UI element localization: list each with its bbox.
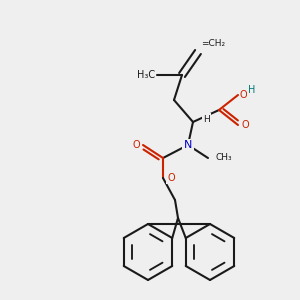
Text: N: N [184,140,192,150]
Text: H: H [203,115,210,124]
Text: O: O [167,173,175,183]
Text: =CH₂: =CH₂ [201,39,225,48]
Text: CH₃: CH₃ [216,154,232,163]
Text: H: H [248,85,255,95]
Text: H₃C: H₃C [137,70,155,80]
Text: O: O [132,140,140,150]
Text: O: O [240,90,247,100]
Text: O: O [242,120,250,130]
